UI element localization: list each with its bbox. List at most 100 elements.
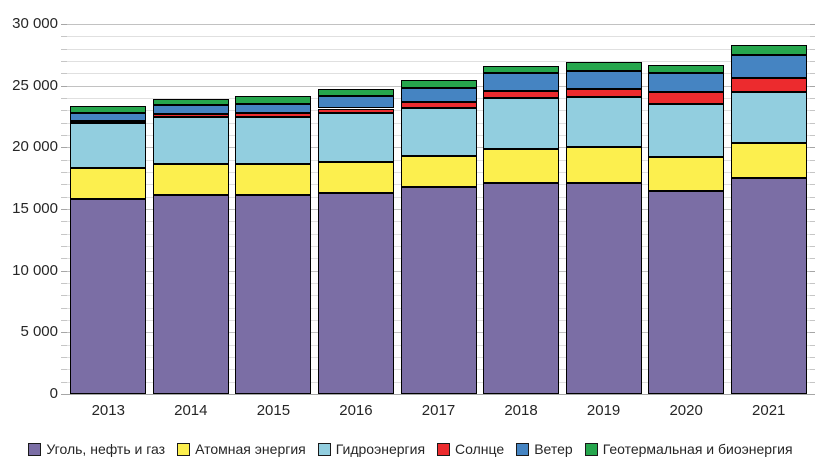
- axis-tick: [810, 369, 815, 371]
- legend-label: Солнце: [455, 441, 505, 457]
- bar-segment: [152, 164, 229, 196]
- axis-tick: [810, 258, 815, 260]
- bar-segment: [152, 117, 229, 164]
- y-axis-tick-label: 30 000: [12, 15, 58, 32]
- axis-tick: [61, 98, 67, 99]
- bar-segment: [235, 195, 312, 394]
- legend-item: Геотермальная и биоэнергия: [584, 441, 793, 457]
- bar-segment: [317, 113, 394, 162]
- bar-segment: [483, 98, 560, 149]
- axis-tick: [61, 233, 67, 235]
- axis-tick: [61, 209, 67, 210]
- bar-segment: [648, 65, 725, 74]
- x-axis-category-label: 2015: [256, 402, 291, 419]
- major-gridline: [67, 24, 810, 25]
- minor-gridline: [67, 48, 810, 50]
- bar-segment: [730, 178, 807, 394]
- bar-segment: [400, 88, 477, 102]
- legend-swatch-icon: [584, 442, 598, 456]
- axis-tick: [810, 196, 815, 198]
- axis-tick: [61, 172, 67, 173]
- bar-segment: [730, 54, 807, 79]
- legend-label: Гидроэнергия: [335, 441, 426, 457]
- axis-tick: [61, 73, 67, 75]
- axis-tick: [810, 24, 815, 25]
- legend-swatch-icon: [437, 442, 451, 456]
- axis-tick: [810, 283, 815, 284]
- legend-swatch-icon: [177, 442, 191, 456]
- x-axis-category-label: 2017: [421, 402, 456, 419]
- plot-area: [61, 24, 815, 395]
- bar-segment: [152, 105, 229, 115]
- y-axis-tick-label: 5 000: [20, 323, 58, 341]
- axis-tick: [810, 344, 815, 346]
- bar-segment: [400, 186, 477, 394]
- axis-tick: [810, 110, 815, 112]
- bar-segment: [400, 101, 477, 108]
- legend-item: Уголь, нефть и газ: [28, 441, 165, 457]
- axis-tick: [810, 295, 815, 297]
- axis-tick: [810, 184, 815, 186]
- axis-tick: [810, 221, 815, 223]
- bar-segment: [235, 104, 312, 113]
- x-axis-category-label: 2013: [91, 402, 125, 419]
- axis-tick: [61, 246, 67, 247]
- axis-tick: [810, 159, 815, 161]
- bar-segment: [730, 91, 807, 144]
- axis-tick: [61, 135, 67, 136]
- x-axis-category-label: 2014: [174, 402, 208, 419]
- axis-tick: [810, 320, 815, 321]
- bar-segment: [235, 116, 312, 164]
- legend-swatch-icon: [28, 442, 42, 456]
- legend-label: Атомная энергия: [195, 441, 306, 457]
- axis-tick: [61, 283, 67, 284]
- bar-segment: [317, 96, 394, 109]
- bar-segment: [235, 164, 312, 196]
- axis-tick: [810, 357, 815, 358]
- axis-tick: [61, 48, 67, 50]
- x-axis-category-label: 2019: [586, 402, 621, 419]
- y-axis-tick-label: 25 000: [12, 76, 58, 94]
- axis-tick: [810, 61, 815, 62]
- x-axis-category-label: 2016: [339, 402, 373, 419]
- bar-segment: [400, 107, 477, 156]
- minor-gridline: [67, 73, 810, 75]
- axis-tick: [61, 147, 67, 149]
- bar-segment: [70, 106, 147, 114]
- axis-tick: [61, 307, 67, 309]
- axis-tick: [61, 344, 67, 346]
- y-axis-tick-label: 0: [49, 385, 58, 402]
- bar-segment: [483, 148, 560, 184]
- x-axis-category-label: 2018: [504, 402, 538, 419]
- axis-tick: [810, 381, 815, 383]
- axis-tick: [810, 135, 815, 136]
- axis-tick: [61, 122, 67, 124]
- bar-segment: [317, 161, 394, 193]
- legend-item: Гидроэнергия: [317, 441, 426, 457]
- axis-tick: [810, 172, 815, 173]
- legend-label: Уголь, нефть и газ: [46, 441, 166, 457]
- x-axis-category-label: 2021: [752, 402, 786, 419]
- bar-segment: [648, 104, 725, 158]
- axis-tick: [810, 270, 815, 272]
- bar-segment: [235, 112, 312, 117]
- axis-tick: [61, 320, 67, 321]
- axis-tick: [61, 394, 67, 395]
- axis-tick: [61, 369, 67, 371]
- x-axis-category-label: 2020: [669, 402, 703, 419]
- legend-label: Геотермальная и биоэнергия: [602, 441, 793, 457]
- bar-segment: [70, 198, 147, 394]
- axis-tick: [61, 61, 67, 62]
- bar-segment: [565, 62, 642, 71]
- bar-segment: [70, 167, 147, 199]
- y-axis-tick-label: 20 000: [12, 138, 58, 156]
- axis-tick: [810, 246, 815, 247]
- bar-segment: [152, 195, 229, 394]
- y-axis-tick-label: 10 000: [12, 261, 58, 279]
- axis-tick: [61, 196, 67, 198]
- bar-segment: [152, 99, 229, 106]
- minor-gridline: [67, 36, 810, 38]
- bar-segment: [235, 96, 312, 105]
- bar-segment: [317, 89, 394, 97]
